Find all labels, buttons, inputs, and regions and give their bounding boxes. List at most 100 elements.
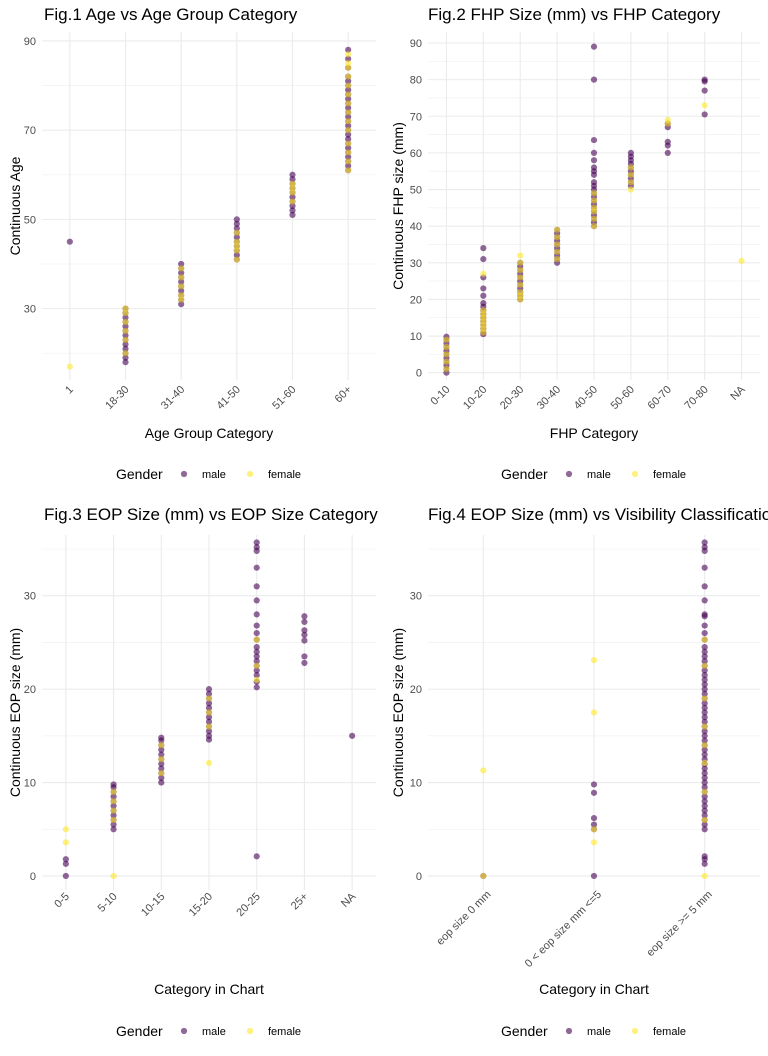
chart-3: Fig.3 EOP Size (mm) vs EOP Size Category… <box>7 505 378 1039</box>
x-axis: 0-10 10-20 20-30 30-40 40-50 50-60 60-70 70-80 N… <box>429 383 749 412</box>
data-point-female <box>701 662 708 669</box>
data-point-male <box>345 55 352 62</box>
data-point-male <box>701 544 708 551</box>
legend-key-male <box>565 1027 573 1035</box>
data-point-male <box>701 681 708 688</box>
data-point-male <box>301 613 308 620</box>
data-point-male <box>701 802 708 810</box>
data-point-male <box>205 686 213 693</box>
data-point-male <box>480 299 487 307</box>
data-point-male <box>701 812 708 819</box>
data-points <box>62 539 356 880</box>
x-tick-label: 10-15 <box>139 891 167 919</box>
x-tick-label: NA <box>728 383 748 403</box>
data-point-male <box>701 821 708 828</box>
x-tick-label: 20-25 <box>234 891 262 919</box>
data-point-female <box>205 723 213 730</box>
data-point-female <box>345 118 352 125</box>
data-point-female <box>110 807 117 814</box>
data-point-female <box>178 296 185 303</box>
data-point-male <box>349 732 356 739</box>
data-point-female <box>443 365 450 373</box>
y-tick-label: 0 <box>30 871 36 883</box>
y-tick-label: 10 <box>410 331 422 343</box>
data-point-male <box>701 564 708 571</box>
x-tick-label: 30-40 <box>535 384 563 412</box>
data-point-female <box>554 234 561 241</box>
chart-title: Fig.3 EOP Size (mm) vs EOP Size Category <box>44 505 378 524</box>
data-point-male <box>590 149 598 156</box>
y-axis-title: Continuous EOP size (mm) <box>7 628 23 797</box>
data-point-male <box>289 202 296 210</box>
data-point-male <box>701 784 708 791</box>
data-point-male <box>62 860 69 867</box>
data-point-male <box>301 637 308 644</box>
chart-4: Fig.4 EOP Size (mm) vs Visibility Classi… <box>390 505 768 1039</box>
data-point-female <box>110 798 117 805</box>
data-point-male <box>110 821 117 828</box>
data-point-male <box>253 684 260 691</box>
data-point-male <box>110 793 117 800</box>
data-point-female <box>627 164 634 171</box>
data-point-male <box>253 629 260 637</box>
x-axis-title: FHP Category <box>550 425 638 441</box>
data-point-male <box>701 718 708 725</box>
x-tick-label: 41-50 <box>215 384 243 412</box>
data-point-male <box>345 46 352 53</box>
legend-title: Gender <box>501 466 548 482</box>
data-point-male <box>345 162 352 169</box>
data-point-female <box>480 307 487 314</box>
data-point-male <box>205 732 213 739</box>
y-tick-label: 70 <box>24 125 36 137</box>
data-point-female <box>345 60 352 67</box>
data-point-female <box>345 140 352 147</box>
data-point-male <box>480 256 487 263</box>
data-point-male <box>253 648 260 655</box>
data-point-male <box>289 211 296 219</box>
data-point-male <box>345 131 352 138</box>
data-point-female <box>345 51 352 58</box>
data-point-male <box>289 193 296 201</box>
data-point-male <box>233 220 240 227</box>
data-point-male <box>205 700 213 707</box>
data-point-male <box>590 872 598 880</box>
data-point-female <box>289 198 296 205</box>
data-point-male <box>701 774 708 781</box>
data-point-female <box>205 759 213 767</box>
data-point-female <box>627 171 634 178</box>
legend: Gender male female <box>501 1023 686 1039</box>
data-point-female <box>178 283 185 290</box>
data-point-male <box>122 332 129 339</box>
data-point-female <box>345 127 352 134</box>
y-axis: 0 10 20 30 <box>410 591 422 883</box>
data-point-male <box>701 611 708 618</box>
data-point-female <box>122 318 129 326</box>
data-point-male <box>233 225 240 232</box>
x-tick-label: 1 <box>63 384 76 397</box>
data-points <box>480 539 708 880</box>
data-point-female <box>178 292 185 299</box>
data-point-female <box>205 695 213 702</box>
data-point-female <box>701 695 708 702</box>
y-tick-label: 0 <box>416 871 422 883</box>
data-point-female <box>233 243 240 250</box>
data-point-female <box>517 281 524 288</box>
data-point-male <box>701 622 708 629</box>
y-tick-label: 10 <box>410 778 422 790</box>
data-point-female <box>590 839 598 846</box>
data-point-female <box>480 872 487 880</box>
data-point-male <box>253 597 260 604</box>
data-point-female <box>443 358 450 365</box>
x-tick-label: 0-10 <box>429 384 453 408</box>
data-point-male <box>590 76 598 83</box>
legend-label-female: female <box>653 1026 686 1038</box>
data-point-male <box>590 136 598 144</box>
x-axis: 1 18-30 31-40 41-50 51-60 60+ <box>63 384 354 412</box>
data-point-male <box>590 43 598 50</box>
x-tick-label: 20-30 <box>498 384 526 412</box>
legend-label-male: male <box>587 469 611 481</box>
data-point-male <box>701 798 708 805</box>
y-tick-label: 30 <box>24 591 36 603</box>
data-point-male <box>590 157 598 164</box>
data-point-female <box>253 636 260 643</box>
